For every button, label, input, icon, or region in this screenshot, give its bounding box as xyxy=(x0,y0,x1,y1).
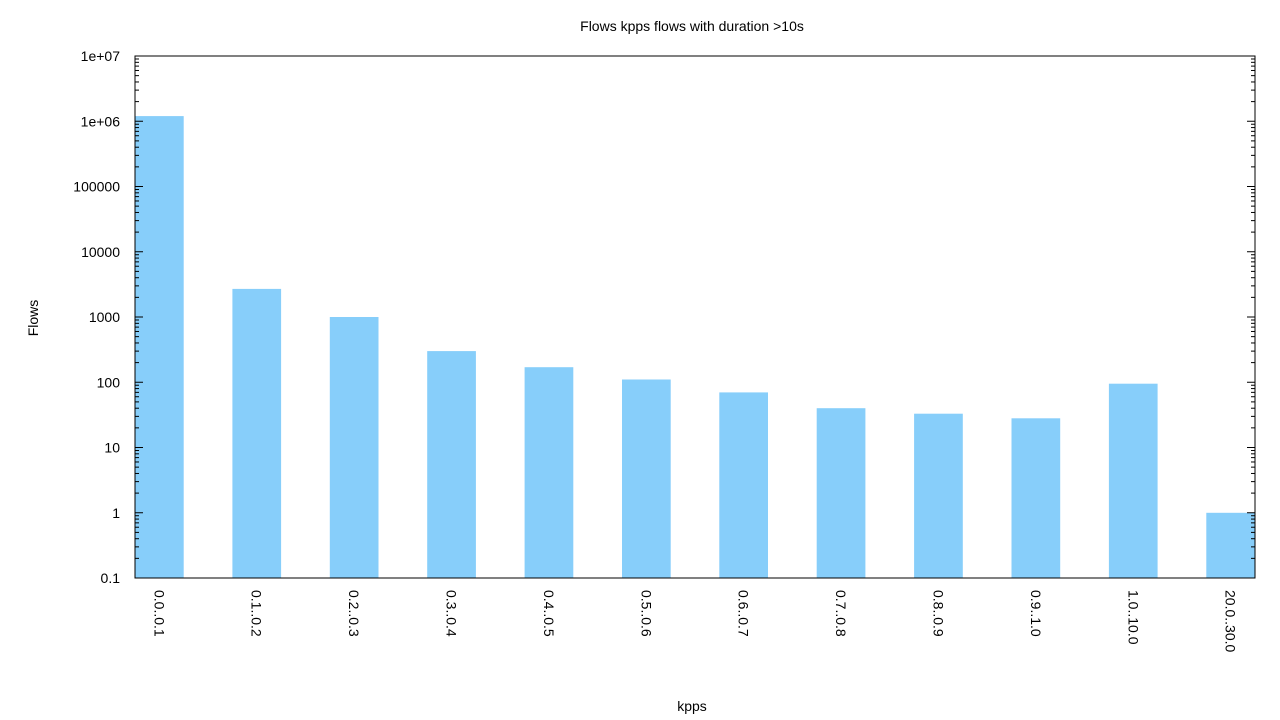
y-tick-label: 100 xyxy=(97,374,121,390)
x-ticks-group: 0.0..0.1 0.1..0.2 0.2..0.3 0.3..0.4 0.4..0.5… xyxy=(151,590,1238,652)
x-tick-label: 0.5..0.6 xyxy=(638,590,654,637)
x-tick-label: 0.6..0.7 xyxy=(736,590,752,637)
y-tick-label: 10000 xyxy=(81,244,120,260)
bar-0.0..0.1 xyxy=(135,116,184,578)
bar-0.1..0.2 xyxy=(232,288,282,578)
x-axis-label: kpps xyxy=(677,698,707,714)
chart-title: Flows kpps flows with duration >10s xyxy=(580,18,804,34)
y-tick-label: 10 xyxy=(104,440,120,456)
y-tick-label: 100000 xyxy=(73,179,120,195)
x-tick-label: 20.0..30.0 xyxy=(1223,590,1239,652)
x-tick-label: 0.3..0.4 xyxy=(444,590,460,637)
bar-0.5..0.6 xyxy=(622,379,671,578)
bar-0.4..0.5 xyxy=(524,367,574,578)
x-tick-label: 0.9..1.0 xyxy=(1028,590,1044,637)
x-tick-label: 0.8..0.9 xyxy=(931,590,947,637)
y-ticks-group: 0.1 1 10 100 1000 10000 100000 1e+06 1e+07 xyxy=(73,48,1255,586)
bar-0.3..0.4 xyxy=(427,351,476,578)
y-tick-label: 1 xyxy=(112,505,120,521)
bar-0.6..0.7 xyxy=(719,392,768,578)
bar-1.0..10.0 xyxy=(1108,383,1158,578)
y-tick-label: 1000 xyxy=(89,309,120,325)
x-tick-label: 1.0..10.0 xyxy=(1125,590,1141,645)
bar-0.9..1.0 xyxy=(1011,418,1061,578)
bar-0.8..0.9 xyxy=(914,413,963,578)
x-tick-label: 0.7..0.8 xyxy=(833,590,849,637)
y-axis-label: Flows xyxy=(25,300,41,337)
y-tick-label: 0.1 xyxy=(101,570,121,586)
bar-0.7..0.8 xyxy=(816,408,866,578)
y-tick-label: 1e+07 xyxy=(81,48,121,64)
x-tick-label: 0.4..0.5 xyxy=(541,590,557,637)
bar-20.0..30.0 xyxy=(1206,512,1255,579)
plot-frame xyxy=(134,55,1256,579)
x-tick-label: 0.0..0.1 xyxy=(151,590,167,637)
bars-group xyxy=(135,116,1255,579)
x-tick-label: 0.1..0.2 xyxy=(249,590,265,637)
y-tick-label: 1e+06 xyxy=(81,113,121,129)
x-tick-label: 0.2..0.3 xyxy=(346,590,362,637)
bar-0.2..0.3 xyxy=(329,317,379,578)
